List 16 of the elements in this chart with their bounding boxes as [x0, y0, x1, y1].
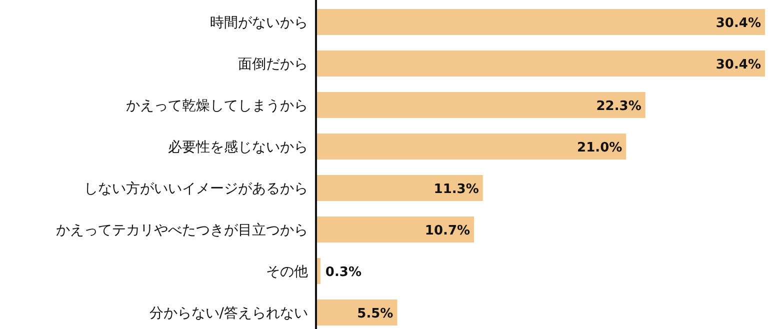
y-tick-label: しない方がいいイメージがあるから — [84, 181, 308, 197]
y-tick-label: 時間がないから — [210, 15, 308, 31]
y-tick-label: 面倒だから — [238, 56, 308, 72]
y-tick-label: かえって乾燥してしまうから — [126, 98, 308, 114]
data-label: 11.3% — [434, 182, 479, 197]
y-tick-label: 分からない/答えられない — [149, 306, 308, 322]
data-label: 30.4% — [716, 16, 761, 31]
y-tick-label: かえってテカリやべたつきが目立つから — [56, 222, 308, 238]
data-label: 22.3% — [596, 99, 642, 114]
data-label: 21.0% — [577, 140, 622, 156]
y-tick-label: その他 — [266, 264, 308, 280]
y-tick-label: 必要性を感じないから — [168, 140, 308, 156]
data-label: 10.7% — [424, 224, 470, 238]
data-label: 5.5% — [357, 306, 394, 322]
data-label: 0.3% — [325, 265, 362, 280]
data-label: 30.4% — [716, 58, 761, 72]
